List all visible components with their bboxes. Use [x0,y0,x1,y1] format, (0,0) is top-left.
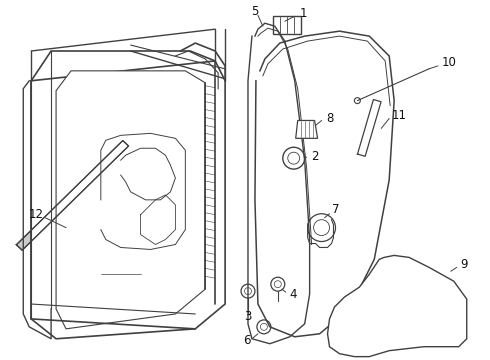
Text: 3: 3 [245,310,252,323]
Circle shape [161,173,165,177]
Circle shape [241,284,255,298]
Circle shape [164,247,168,251]
Text: 1: 1 [300,7,307,20]
Circle shape [308,214,336,242]
Text: 2: 2 [311,150,319,163]
Circle shape [81,213,85,217]
Circle shape [164,203,168,207]
Text: 9: 9 [460,258,467,271]
Polygon shape [56,71,205,329]
Circle shape [94,247,98,251]
Text: 8: 8 [326,112,333,125]
Polygon shape [295,121,318,138]
Circle shape [271,277,285,291]
FancyBboxPatch shape [273,16,301,34]
Ellipse shape [415,309,453,339]
Text: 7: 7 [332,203,339,216]
Polygon shape [327,255,467,357]
Circle shape [158,158,163,162]
Text: 6: 6 [243,334,251,347]
Circle shape [257,320,271,334]
Text: 5: 5 [251,5,259,18]
Text: 12: 12 [29,208,44,221]
FancyBboxPatch shape [60,194,82,231]
Text: 10: 10 [441,57,456,69]
Text: 4: 4 [289,288,296,301]
Circle shape [79,198,83,202]
Circle shape [283,147,305,169]
Ellipse shape [94,255,148,294]
Text: 11: 11 [392,109,407,122]
Circle shape [81,228,85,231]
Polygon shape [31,51,225,339]
Circle shape [161,188,165,192]
Polygon shape [16,140,128,250]
